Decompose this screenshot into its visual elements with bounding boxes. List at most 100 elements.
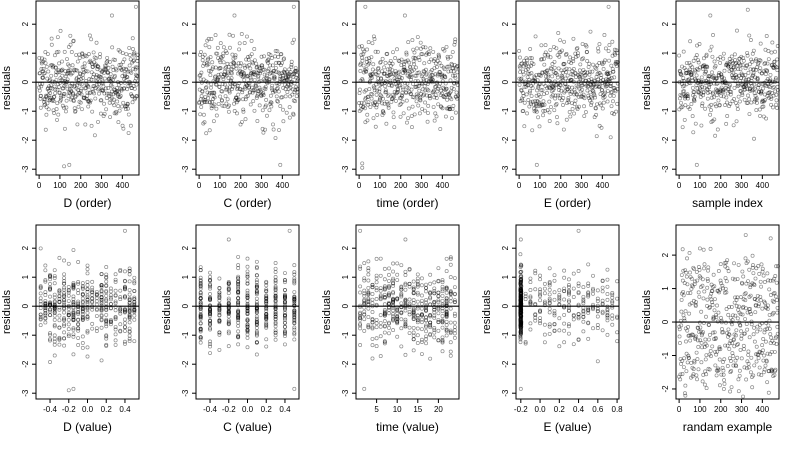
data-point bbox=[758, 91, 763, 96]
data-point bbox=[221, 60, 226, 65]
data-point bbox=[452, 325, 457, 330]
data-point bbox=[587, 69, 592, 74]
data-point bbox=[517, 64, 522, 69]
data-point bbox=[71, 311, 76, 316]
data-point bbox=[378, 59, 383, 64]
data-point bbox=[752, 325, 756, 330]
x-tick-label: 20 bbox=[434, 405, 443, 414]
data-point bbox=[236, 98, 241, 102]
data-point bbox=[73, 109, 78, 114]
data-point bbox=[126, 84, 131, 88]
data-point bbox=[551, 84, 555, 89]
data-point bbox=[448, 320, 453, 325]
data-point bbox=[227, 103, 232, 108]
data-point bbox=[368, 72, 373, 77]
data-point bbox=[679, 297, 684, 302]
data-point bbox=[548, 66, 553, 71]
data-point bbox=[58, 28, 63, 33]
data-point bbox=[406, 116, 410, 121]
data-point bbox=[717, 383, 722, 388]
data-point bbox=[281, 69, 286, 74]
data-point bbox=[373, 124, 378, 129]
data-point bbox=[731, 71, 736, 76]
data-point bbox=[127, 288, 132, 292]
data-point bbox=[130, 94, 135, 99]
data-point bbox=[405, 81, 410, 86]
data-point bbox=[78, 88, 83, 93]
data-point bbox=[48, 287, 53, 292]
data-point bbox=[756, 356, 761, 360]
data-point bbox=[710, 54, 715, 59]
data-point bbox=[740, 92, 745, 97]
data-point bbox=[290, 87, 295, 92]
data-point bbox=[597, 61, 602, 65]
data-point bbox=[687, 60, 692, 65]
data-point bbox=[729, 67, 734, 72]
data-point bbox=[718, 60, 723, 65]
data-point bbox=[48, 286, 53, 291]
x-tick-label: 0 bbox=[517, 181, 522, 190]
data-point bbox=[698, 94, 703, 99]
data-point bbox=[740, 82, 745, 87]
data-point bbox=[94, 73, 99, 78]
data-point bbox=[397, 103, 402, 108]
data-point bbox=[47, 77, 52, 82]
data-point bbox=[710, 119, 715, 123]
data-point bbox=[221, 75, 225, 79]
data-point bbox=[566, 96, 571, 100]
data-point bbox=[290, 40, 295, 45]
data-point bbox=[255, 94, 260, 99]
data-point bbox=[214, 51, 219, 56]
data-point bbox=[768, 94, 773, 99]
data-point bbox=[245, 34, 249, 39]
data-point bbox=[57, 90, 62, 95]
data-point bbox=[716, 269, 721, 273]
data-point bbox=[775, 68, 780, 73]
data-point bbox=[279, 95, 284, 100]
data-point bbox=[581, 319, 586, 324]
y-axis-title: residuals bbox=[641, 65, 653, 110]
data-point bbox=[219, 89, 224, 94]
data-point bbox=[389, 72, 394, 77]
data-point bbox=[749, 57, 754, 62]
data-point bbox=[57, 70, 62, 75]
data-point bbox=[256, 70, 260, 75]
data-point bbox=[67, 162, 72, 167]
data-point bbox=[720, 327, 724, 332]
data-point bbox=[727, 84, 732, 89]
data-point bbox=[391, 95, 396, 100]
data-point bbox=[603, 82, 608, 87]
data-point bbox=[79, 82, 84, 87]
data-point bbox=[217, 84, 222, 89]
data-point bbox=[107, 76, 111, 81]
data-point bbox=[730, 322, 734, 327]
data-point bbox=[278, 162, 283, 167]
data-point bbox=[382, 101, 387, 106]
data-point bbox=[753, 310, 758, 315]
x-axis: 5 10 15 20 bbox=[374, 399, 443, 414]
y-tick-label: -1 bbox=[661, 107, 670, 115]
data-point bbox=[440, 298, 445, 303]
data-point bbox=[723, 63, 728, 68]
data-point bbox=[438, 93, 443, 97]
data-point bbox=[761, 69, 766, 74]
data-point bbox=[111, 57, 116, 62]
data-point bbox=[703, 64, 708, 69]
data-point bbox=[362, 89, 367, 94]
data-point bbox=[529, 63, 533, 68]
y-axis-title: residuals bbox=[1, 65, 13, 110]
data-point bbox=[743, 66, 748, 71]
data-point bbox=[273, 337, 278, 342]
data-point bbox=[745, 101, 750, 106]
data-point bbox=[725, 60, 730, 65]
data-point bbox=[567, 89, 572, 94]
data-point bbox=[552, 278, 557, 283]
data-point bbox=[537, 82, 542, 87]
data-point bbox=[110, 45, 115, 50]
data-point bbox=[246, 86, 251, 91]
data-point bbox=[227, 90, 232, 95]
data-point bbox=[429, 73, 434, 78]
data-point bbox=[534, 102, 538, 107]
data-point bbox=[734, 61, 739, 66]
data-point bbox=[761, 99, 766, 104]
